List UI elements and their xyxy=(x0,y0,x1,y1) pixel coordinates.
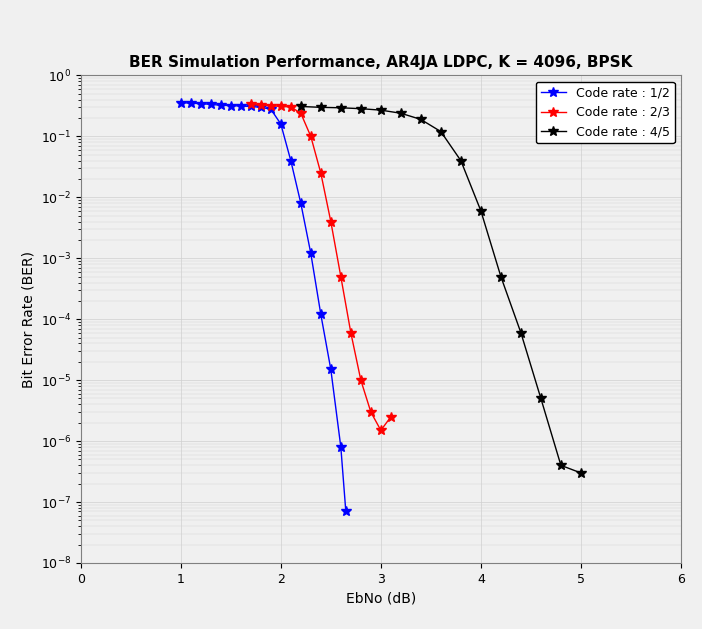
Code rate : 1/2: (2.2, 0.008): 1/2: (2.2, 0.008) xyxy=(296,199,305,207)
Code rate : 4/5: (2.4, 0.3): 4/5: (2.4, 0.3) xyxy=(317,104,325,111)
Code rate : 1/2: (1.2, 0.345): 1/2: (1.2, 0.345) xyxy=(197,100,205,108)
Code rate : 1/2: (2.1, 0.04): 1/2: (2.1, 0.04) xyxy=(286,157,295,164)
Code rate : 1/2: (1.8, 0.3): 1/2: (1.8, 0.3) xyxy=(256,104,265,111)
Code rate : 1/2: (1.5, 0.32): 1/2: (1.5, 0.32) xyxy=(227,102,235,109)
Code rate : 1/2: (2.5, 1.5e-05): 1/2: (2.5, 1.5e-05) xyxy=(326,365,335,373)
Code rate : 2/3: (2.5, 0.004): 2/3: (2.5, 0.004) xyxy=(326,218,335,225)
Legend: Code rate : 1/2, Code rate : 2/3, Code rate : 4/5: Code rate : 1/2, Code rate : 2/3, Code r… xyxy=(536,82,675,143)
Y-axis label: Bit Error Rate (BER): Bit Error Rate (BER) xyxy=(21,251,35,387)
Code rate : 4/5: (4.8, 4e-07): 4/5: (4.8, 4e-07) xyxy=(557,462,565,469)
Code rate : 1/2: (2.3, 0.0012): 1/2: (2.3, 0.0012) xyxy=(307,250,315,257)
Code rate : 2/3: (1.9, 0.32): 2/3: (1.9, 0.32) xyxy=(267,102,275,109)
X-axis label: EbNo (dB): EbNo (dB) xyxy=(345,591,416,605)
Code rate : 1/2: (1.4, 0.325): 1/2: (1.4, 0.325) xyxy=(216,101,225,109)
Code rate : 4/5: (2.6, 0.295): 4/5: (2.6, 0.295) xyxy=(337,104,345,111)
Code rate : 2/3: (2.8, 1e-05): 2/3: (2.8, 1e-05) xyxy=(357,376,365,384)
Code rate : 2/3: (2.3, 0.1): 2/3: (2.3, 0.1) xyxy=(307,133,315,140)
Code rate : 1/2: (2.6, 8e-07): 1/2: (2.6, 8e-07) xyxy=(337,443,345,451)
Code rate : 4/5: (4.6, 5e-06): 4/5: (4.6, 5e-06) xyxy=(536,395,545,403)
Code rate : 2/3: (2, 0.31): 2/3: (2, 0.31) xyxy=(277,103,285,110)
Line: Code rate : 2/3: Code rate : 2/3 xyxy=(246,99,396,435)
Title: BER Simulation Performance, AR4JA LDPC, K = 4096, BPSK: BER Simulation Performance, AR4JA LDPC, … xyxy=(129,55,633,70)
Code rate : 4/5: (3, 0.27): 4/5: (3, 0.27) xyxy=(376,106,385,114)
Code rate : 1/2: (2.65, 7e-08): 1/2: (2.65, 7e-08) xyxy=(342,508,350,515)
Code rate : 1/2: (2.4, 0.00012): 1/2: (2.4, 0.00012) xyxy=(317,311,325,318)
Code rate : 2/3: (3.1, 2.5e-06): 2/3: (3.1, 2.5e-06) xyxy=(387,413,395,421)
Code rate : 4/5: (3.2, 0.24): 4/5: (3.2, 0.24) xyxy=(397,109,405,117)
Code rate : 1/2: (1.6, 0.315): 1/2: (1.6, 0.315) xyxy=(237,103,245,110)
Code rate : 1/2: (1, 0.36): 1/2: (1, 0.36) xyxy=(177,99,185,106)
Code rate : 4/5: (2.8, 0.285): 4/5: (2.8, 0.285) xyxy=(357,105,365,113)
Code rate : 4/5: (4.4, 6e-05): 4/5: (4.4, 6e-05) xyxy=(517,329,525,337)
Code rate : 1/2: (2, 0.16): 1/2: (2, 0.16) xyxy=(277,120,285,128)
Line: Code rate : 1/2: Code rate : 1/2 xyxy=(176,97,351,516)
Code rate : 2/3: (2.9, 3e-06): 2/3: (2.9, 3e-06) xyxy=(366,408,375,416)
Code rate : 4/5: (2.2, 0.31): 4/5: (2.2, 0.31) xyxy=(296,103,305,110)
Code rate : 1/2: (1.9, 0.28): 1/2: (1.9, 0.28) xyxy=(267,106,275,113)
Code rate : 2/3: (2.6, 0.0005): 2/3: (2.6, 0.0005) xyxy=(337,273,345,281)
Code rate : 2/3: (2.1, 0.305): 2/3: (2.1, 0.305) xyxy=(286,103,295,111)
Code rate : 4/5: (5, 3e-07): 4/5: (5, 3e-07) xyxy=(576,469,585,477)
Code rate : 1/2: (1.7, 0.31): 1/2: (1.7, 0.31) xyxy=(246,103,255,110)
Line: Code rate : 4/5: Code rate : 4/5 xyxy=(296,102,585,478)
Code rate : 2/3: (2.7, 6e-05): 2/3: (2.7, 6e-05) xyxy=(347,329,355,337)
Code rate : 4/5: (3.6, 0.12): 4/5: (3.6, 0.12) xyxy=(437,128,445,135)
Code rate : 4/5: (4.2, 0.0005): 4/5: (4.2, 0.0005) xyxy=(497,273,505,281)
Code rate : 2/3: (1.7, 0.335): 2/3: (1.7, 0.335) xyxy=(246,101,255,108)
Code rate : 1/2: (1.1, 0.35): 1/2: (1.1, 0.35) xyxy=(187,99,195,107)
Code rate : 2/3: (2.2, 0.24): 2/3: (2.2, 0.24) xyxy=(296,109,305,117)
Code rate : 4/5: (3.4, 0.19): 4/5: (3.4, 0.19) xyxy=(416,116,425,123)
Code rate : 2/3: (1.8, 0.325): 2/3: (1.8, 0.325) xyxy=(256,101,265,109)
Code rate : 4/5: (3.8, 0.04): 4/5: (3.8, 0.04) xyxy=(456,157,465,164)
Code rate : 2/3: (3, 1.5e-06): 2/3: (3, 1.5e-06) xyxy=(376,426,385,434)
Code rate : 1/2: (1.3, 0.335): 1/2: (1.3, 0.335) xyxy=(206,101,215,108)
Code rate : 2/3: (2.4, 0.025): 2/3: (2.4, 0.025) xyxy=(317,169,325,177)
Code rate : 4/5: (4, 0.006): 4/5: (4, 0.006) xyxy=(477,207,485,214)
